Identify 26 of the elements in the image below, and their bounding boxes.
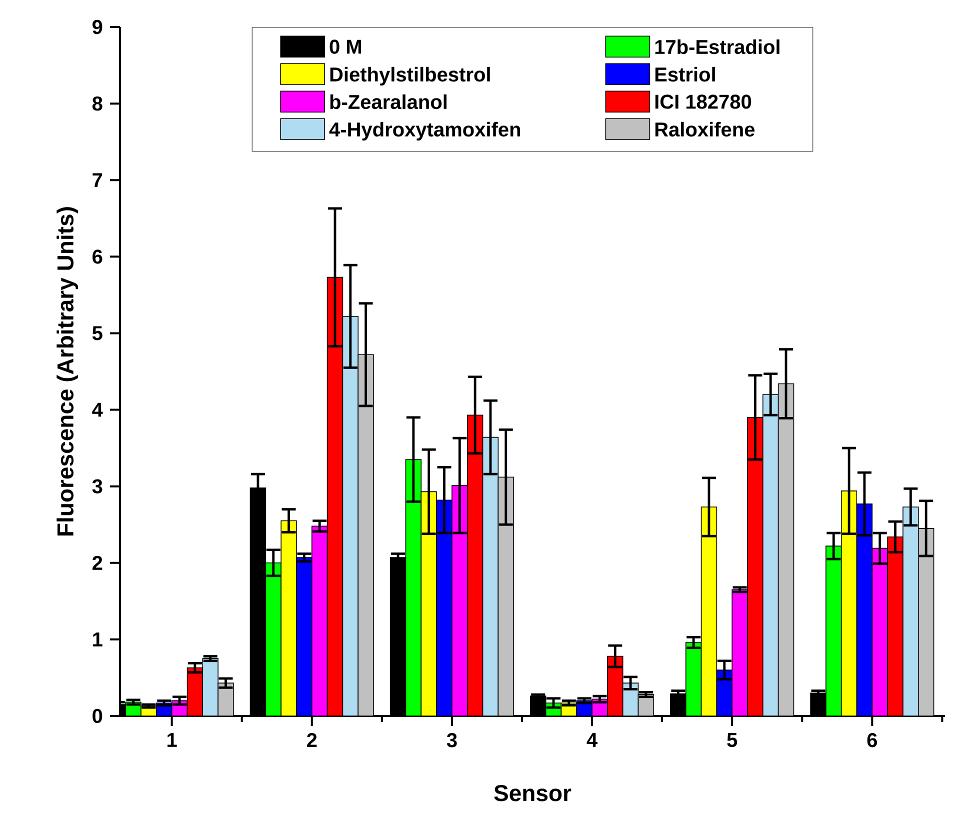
x-tick-label: 4 <box>586 733 598 747</box>
x-tick-label: 5 <box>727 733 738 747</box>
y-tick-label: 7 <box>92 173 102 187</box>
legend-label: 0 M <box>330 40 362 54</box>
legend-label: Diethylstilbestrol <box>330 66 490 86</box>
y-tick-label: 4 <box>92 402 103 417</box>
legend-label: Estriol <box>655 66 715 82</box>
y-tick-label: 8 <box>92 96 102 111</box>
y-axis-title: Fluorescence (Arbitrary Units) <box>56 207 78 536</box>
y-tick-label: 3 <box>92 479 102 494</box>
legend-label: b-Zearalanol <box>330 94 447 110</box>
y-tick-label: 1 <box>93 632 102 646</box>
legend-label: Raloxifene <box>655 122 755 137</box>
y-tick-label: 0 <box>92 708 102 724</box>
x-tick-label: 3 <box>446 733 457 748</box>
legend-label: ICI 182780 <box>655 94 752 109</box>
y-tick-label: 6 <box>92 250 102 264</box>
x-tick-label: 6 <box>867 733 878 748</box>
y-tick-label: 2 <box>92 556 102 570</box>
y-tick-label: 5 <box>92 326 102 340</box>
y-tick-label: 9 <box>92 20 102 34</box>
x-tick-label: 1 <box>168 733 177 747</box>
legend-label: 4-Hydroxytamoxifen <box>329 122 520 141</box>
legend-label: 17b-Estradiol <box>655 39 780 54</box>
x-axis-title: Sensor <box>494 784 572 802</box>
x-tick-label: 2 <box>307 733 317 748</box>
